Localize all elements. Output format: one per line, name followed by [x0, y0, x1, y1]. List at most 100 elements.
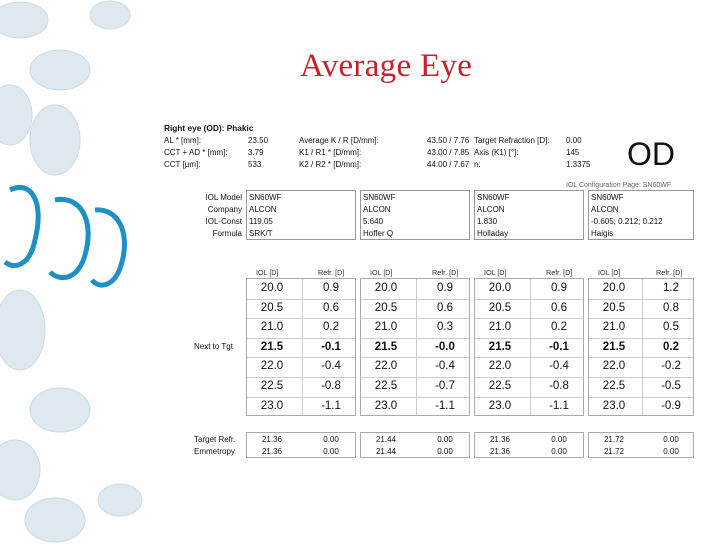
iol-column-header: IOL [D] — [256, 268, 279, 277]
grid-line — [589, 298, 693, 300]
cct-value: 533 — [248, 160, 262, 169]
refr-column-header: Refr. [D] — [656, 268, 683, 277]
iol-power-value: 22.0 — [602, 360, 626, 373]
summary-table — [474, 432, 584, 458]
refr-column-header: Refr. [D] — [432, 268, 459, 277]
eye-label: OD — [627, 136, 675, 172]
target-refr-value: 0.00 — [437, 435, 453, 444]
emmetropy-value: 21.44 — [375, 447, 397, 456]
target-refr-label: Target Refr. — [194, 435, 236, 444]
iol-power-value: 20.5 — [488, 301, 512, 314]
iol-power-value: 20.0 — [374, 282, 398, 294]
refraction-value: -0.7 — [435, 380, 455, 392]
iol-column-header: IOL [D] — [598, 268, 621, 277]
refraction-value: -0.8 — [321, 380, 341, 392]
iol-power-value: 22.5 — [374, 380, 398, 392]
target-refr-value: 21.36 — [261, 435, 283, 444]
iol-power-value: 22.0 — [374, 360, 398, 373]
lens-company: ALCON — [477, 205, 505, 214]
eye-status-title: Right eye (OD): Phakic — [164, 123, 254, 133]
k2-value: 44.00 / 7.67 — [427, 160, 470, 169]
iol-power-value: 22.0 — [488, 360, 512, 373]
grid-divider — [416, 279, 417, 415]
refraction-value: -1.1 — [549, 399, 569, 412]
emmetropy-value: 0.00 — [663, 447, 679, 456]
lens-column-2: SN60WF ALCON 5.640 Hoffer Q — [360, 190, 470, 240]
emmetropy-value: 21.36 — [489, 447, 511, 456]
grid-divider — [302, 279, 303, 415]
cct-ad-label: CCT + AD * [mm]: — [164, 148, 228, 157]
target-refraction-value: 0.00 — [566, 136, 582, 145]
config-page-label: IOL Configuration Page: SN60WF — [566, 182, 672, 189]
refraction-value: -0.8 — [549, 380, 569, 392]
grid-line — [475, 357, 583, 359]
iol-power-value: 22.0 — [260, 360, 284, 373]
refraction-value: 0.9 — [323, 282, 339, 294]
emmetropy-value: 21.72 — [603, 447, 625, 456]
grid-line — [475, 298, 583, 300]
grid-line — [475, 318, 583, 320]
summary-table — [588, 432, 694, 458]
refraction-value: 0.6 — [323, 301, 339, 314]
grid-line — [475, 377, 583, 378]
emmetropy-value: 0.00 — [437, 447, 453, 456]
refraction-value: -0.2 — [661, 360, 681, 373]
emmetropy-value: 0.00 — [323, 447, 339, 456]
grid-line — [589, 396, 693, 398]
lens-model: SN60WF — [363, 193, 396, 202]
refraction-value: 0.2 — [551, 321, 567, 334]
decorative-iol-background — [0, 0, 143, 543]
iol-power-value: 22.5 — [488, 380, 512, 392]
lens-formula: Hoffer Q — [363, 229, 394, 238]
emmetropy-value: 0.00 — [551, 447, 567, 456]
k1-value: 43.00 / 7.85 — [427, 148, 470, 157]
company-label: Company — [207, 205, 242, 214]
refraction-value: -0.4 — [435, 360, 455, 373]
lens-formula: Holladay — [477, 229, 509, 238]
grid-line — [247, 377, 355, 378]
target-refr-value: 21.36 — [489, 435, 511, 444]
iol-model-label: IOL Model — [205, 193, 242, 202]
iol-power-value: 20.0 — [488, 282, 512, 294]
grid-line — [247, 318, 355, 320]
iol-power-value: 21.0 — [260, 321, 284, 334]
refraction-value: 0.9 — [551, 282, 567, 294]
grid-line — [589, 337, 693, 339]
cct-ad-value: 3.79 — [248, 148, 264, 157]
iol-column-header: IOL [D] — [370, 268, 393, 277]
grid-line — [589, 357, 693, 359]
grid-line — [247, 396, 355, 398]
lens-column-1: SN60WF ALCON 119.05 SRK/T — [246, 190, 356, 240]
iol-power-table — [246, 278, 356, 416]
grid-line — [361, 377, 469, 378]
lens-model: SN60WF — [591, 193, 624, 202]
refraction-value: 0.6 — [437, 301, 453, 314]
lens-formula: Haigis — [591, 229, 614, 238]
lens-const: 119.05 — [249, 217, 273, 226]
al-label: AL * [mm]: — [164, 136, 202, 145]
iol-power-value: 20.5 — [602, 301, 626, 314]
refraction-value: 0.8 — [663, 301, 679, 314]
target-refr-value: 0.00 — [323, 435, 339, 444]
refraction-value: -0.1 — [549, 340, 569, 353]
grid-line — [247, 298, 355, 300]
axis-value: 145 — [566, 148, 580, 157]
iol-power-table — [360, 278, 470, 416]
n-label: n: — [474, 160, 481, 169]
iol-power-table — [588, 278, 694, 416]
target-refr-value: 21.72 — [603, 435, 625, 444]
lens-column-3: SN60WF ALCON 1.830 Holladay — [474, 190, 584, 240]
iol-power-value: 21.0 — [602, 321, 626, 334]
lens-model: SN60WF — [477, 193, 510, 202]
k2-label: K2 / R2 * [D/mm]: — [299, 160, 362, 169]
refraction-value: -0.4 — [321, 360, 341, 373]
grid-line — [361, 318, 469, 320]
axis-label: Axis (K1) [°]: — [474, 148, 519, 157]
lens-column-4: SN60WF ALCON -0.605; 0.212; 0.212 Haigis — [588, 190, 694, 240]
refraction-value: -0.1 — [321, 340, 341, 353]
iol-power-value: 21.5 — [488, 340, 512, 353]
emmetropy-value: 21.36 — [261, 447, 283, 456]
al-value: 23.50 — [248, 136, 269, 145]
summary-table — [246, 432, 356, 458]
iol-power-value: 23.0 — [602, 399, 626, 412]
